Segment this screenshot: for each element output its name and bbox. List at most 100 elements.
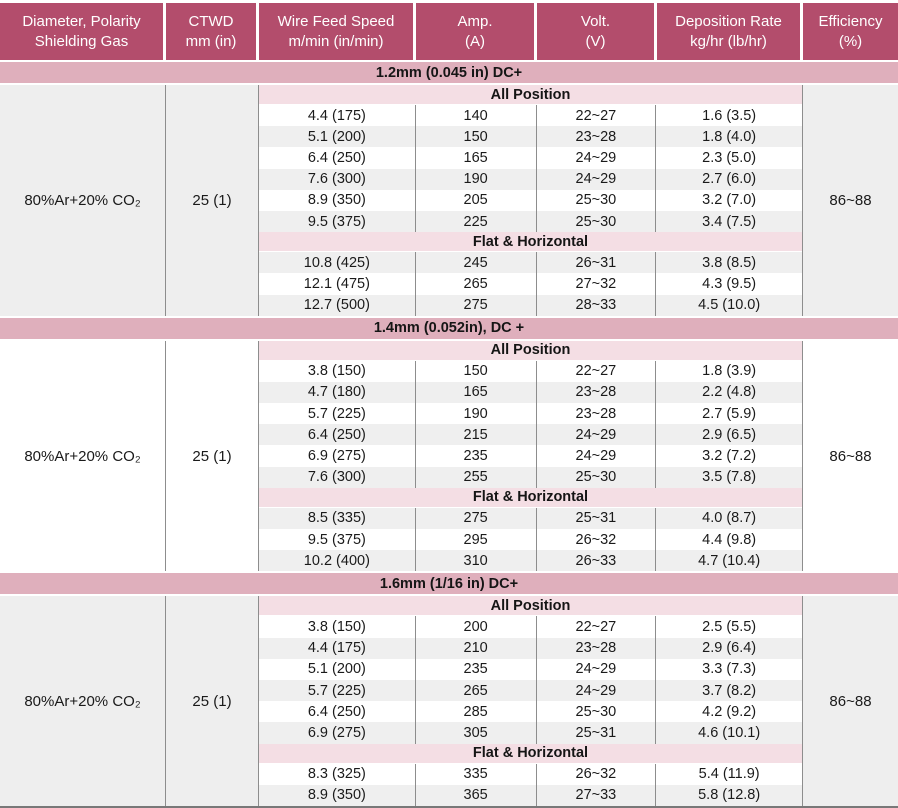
cell-amperage: 150 bbox=[416, 360, 537, 382]
cell-amperage: 140 bbox=[416, 105, 537, 127]
header-line: Shielding Gas bbox=[34, 32, 129, 50]
table-row: 5.7 (225) 190 23~28 2.7 (5.9) bbox=[259, 403, 802, 425]
header-line: Efficiency bbox=[818, 13, 883, 30]
position-group-band: All Position bbox=[259, 596, 802, 617]
cell-wire-feed-speed: 5.7 (225) bbox=[259, 679, 416, 702]
cell-voltage: 26~32 bbox=[537, 763, 657, 785]
cell-amperage: 275 bbox=[416, 294, 537, 316]
cell-amperage: 200 bbox=[416, 616, 537, 638]
cell-voltage: 26~33 bbox=[537, 550, 657, 572]
cell-deposition-rate: 3.7 (8.2) bbox=[702, 682, 757, 699]
table-row: 6.9 (275) 235 24~29 3.2 (7.2) bbox=[259, 445, 802, 467]
table-row: 4.4 (175) 210 23~28 2.9 (6.4) bbox=[259, 637, 802, 659]
cell-amperage: 165 bbox=[416, 147, 537, 169]
shielding-gas-cell: 80%Ar+20% CO₂ bbox=[0, 596, 166, 806]
cell-voltage: 22~27 bbox=[537, 616, 657, 638]
cell-amperage: 305 bbox=[416, 722, 537, 744]
cell-voltage: 23~28 bbox=[537, 637, 657, 659]
table-row: 5.1 (200) 150 23~28 1.8 (4.0) bbox=[259, 126, 802, 148]
header-cell-diameter-polarity: Diameter, Polarity Shielding Gas bbox=[0, 3, 166, 60]
table-row: 8.9 (350) 205 25~30 3.2 (7.0) bbox=[259, 189, 802, 211]
cell-amperage: 210 bbox=[416, 637, 537, 659]
cell-amperage: 205 bbox=[416, 189, 537, 211]
header-line: Deposition Rate bbox=[675, 13, 782, 30]
header-line: (%) bbox=[838, 32, 863, 50]
cell-deposition-rate: 2.2 (4.8) bbox=[702, 384, 757, 401]
cell-voltage: 24~29 bbox=[537, 424, 657, 446]
cell-voltage: 23~28 bbox=[537, 403, 657, 425]
cell-wire-feed-speed: 12.1 (475) bbox=[259, 273, 416, 295]
cell-voltage: 24~29 bbox=[537, 147, 657, 169]
cell-amperage: 165 bbox=[416, 381, 537, 404]
cell-voltage: 27~32 bbox=[537, 273, 657, 295]
ctwd-cell: 25 (1) bbox=[166, 85, 259, 316]
cell-wire-feed-speed: 3.8 (150) bbox=[259, 616, 416, 638]
cell-amperage: 265 bbox=[416, 679, 537, 702]
header-line: Amp. bbox=[457, 13, 493, 30]
cell-voltage: 25~30 bbox=[537, 189, 657, 211]
header-line: Volt. bbox=[580, 13, 611, 30]
table-bottom-border bbox=[0, 805, 898, 808]
table-row: 12.7 (500) 275 28~33 4.5 (10.0) bbox=[259, 294, 802, 316]
cell-deposition-rate: 3.2 (7.0) bbox=[702, 192, 757, 209]
cell-deposition-rate: 5.4 (11.9) bbox=[698, 766, 760, 783]
table-row: 7.6 (300) 255 25~30 3.5 (7.8) bbox=[259, 466, 802, 488]
table-row: 3.8 (150) 150 22~27 1.8 (3.9) bbox=[259, 360, 802, 382]
table-row: 8.9 (350) 365 27~33 5.8 (12.8) bbox=[259, 784, 802, 806]
table-row: 6.9 (275) 305 25~31 4.6 (10.1) bbox=[259, 722, 802, 744]
cell-deposition-rate: 4.7 (10.4) bbox=[698, 552, 761, 569]
shielding-gas-cell: 80%Ar+20% CO₂ bbox=[0, 340, 166, 572]
cell-deposition-rate: 2.7 (5.9) bbox=[702, 405, 757, 422]
cell-wire-feed-speed: 10.2 (400) bbox=[259, 550, 416, 572]
cell-deposition-rate: 3.3 (7.3) bbox=[702, 661, 757, 678]
table-row: 8.5 (335) 275 25~31 4.0 (8.7) bbox=[259, 507, 802, 529]
table-row: 3.8 (150) 200 22~27 2.5 (5.5) bbox=[259, 616, 802, 638]
cell-voltage: 22~27 bbox=[537, 360, 657, 382]
header-cell-voltage: Volt. (V) bbox=[537, 3, 657, 60]
cell-deposition-rate: 4.4 (9.8) bbox=[702, 531, 757, 548]
position-group-band: Flat & Horizontal bbox=[259, 743, 802, 764]
cell-wire-feed-speed: 10.8 (425) bbox=[259, 252, 416, 274]
position-group-band: All Position bbox=[259, 340, 802, 361]
cell-voltage: 25~30 bbox=[537, 210, 657, 233]
section-1: 80%Ar+20% CO₂ 25 (1) All Position 4.4 (175)… bbox=[0, 85, 898, 316]
cell-deposition-rate: 2.5 (5.5) bbox=[702, 618, 757, 635]
cell-deposition-rate: 2.7 (6.0) bbox=[702, 171, 757, 188]
cell-voltage: 23~28 bbox=[537, 381, 657, 404]
position-group-band: Flat & Horizontal bbox=[259, 487, 802, 508]
table-row: 10.2 (400) 310 26~33 4.7 (10.4) bbox=[259, 550, 802, 572]
section-2: 80%Ar+20% CO₂ 25 (1) All Position 3.8 (150)… bbox=[0, 340, 898, 572]
cell-wire-feed-speed: 6.4 (250) bbox=[259, 424, 416, 446]
cell-wire-feed-speed: 9.5 (375) bbox=[259, 210, 416, 233]
position-group-band: Flat & Horizontal bbox=[259, 232, 802, 253]
cell-voltage: 26~31 bbox=[537, 252, 657, 274]
cell-wire-feed-speed: 5.1 (200) bbox=[259, 658, 416, 680]
cell-wire-feed-speed: 8.5 (335) bbox=[259, 507, 416, 529]
header-cell-ctwd: CTWD mm (in) bbox=[166, 3, 259, 60]
cell-deposition-rate: 3.5 (7.8) bbox=[702, 469, 757, 486]
section-title-band: 1.6mm (1/16 in) DC+ bbox=[0, 571, 898, 597]
section-3: 80%Ar+20% CO₂ 25 (1) All Position 3.8 (150)… bbox=[0, 596, 898, 806]
section-data-area: All Position 4.4 (175) 140 22~27 1.6 (3.5) 5.… bbox=[259, 85, 803, 316]
cell-amperage: 255 bbox=[416, 466, 537, 488]
cell-deposition-rate: 3.8 (8.5) bbox=[702, 254, 757, 271]
header-line: m/min (in/min) bbox=[288, 32, 384, 50]
efficiency-cell: 86~88 bbox=[803, 85, 898, 316]
cell-amperage: 225 bbox=[416, 210, 537, 233]
cell-wire-feed-speed: 4.4 (175) bbox=[259, 637, 416, 659]
table-body: 1.2mm (0.045 in) DC+ 80%Ar+20% CO₂ 25 (1) A… bbox=[0, 60, 898, 806]
cell-deposition-rate: 2.3 (5.0) bbox=[702, 149, 757, 166]
header-cell-amperage: Amp. (A) bbox=[416, 3, 537, 60]
cell-deposition-rate: 3.4 (7.5) bbox=[702, 213, 757, 230]
table-row: 6.4 (250) 165 24~29 2.3 (5.0) bbox=[259, 147, 802, 169]
cell-voltage: 25~30 bbox=[537, 466, 657, 488]
section-title-band: 1.2mm (0.045 in) DC+ bbox=[0, 60, 898, 85]
cell-amperage: 365 bbox=[416, 784, 537, 806]
header-line: Diameter, Polarity bbox=[22, 13, 141, 30]
cell-amperage: 215 bbox=[416, 424, 537, 446]
cell-amperage: 235 bbox=[416, 445, 537, 467]
cell-deposition-rate: 1.8 (4.0) bbox=[702, 128, 757, 145]
cell-wire-feed-speed: 8.9 (350) bbox=[259, 784, 416, 806]
cell-amperage: 285 bbox=[416, 701, 537, 723]
cell-amperage: 295 bbox=[416, 529, 537, 551]
